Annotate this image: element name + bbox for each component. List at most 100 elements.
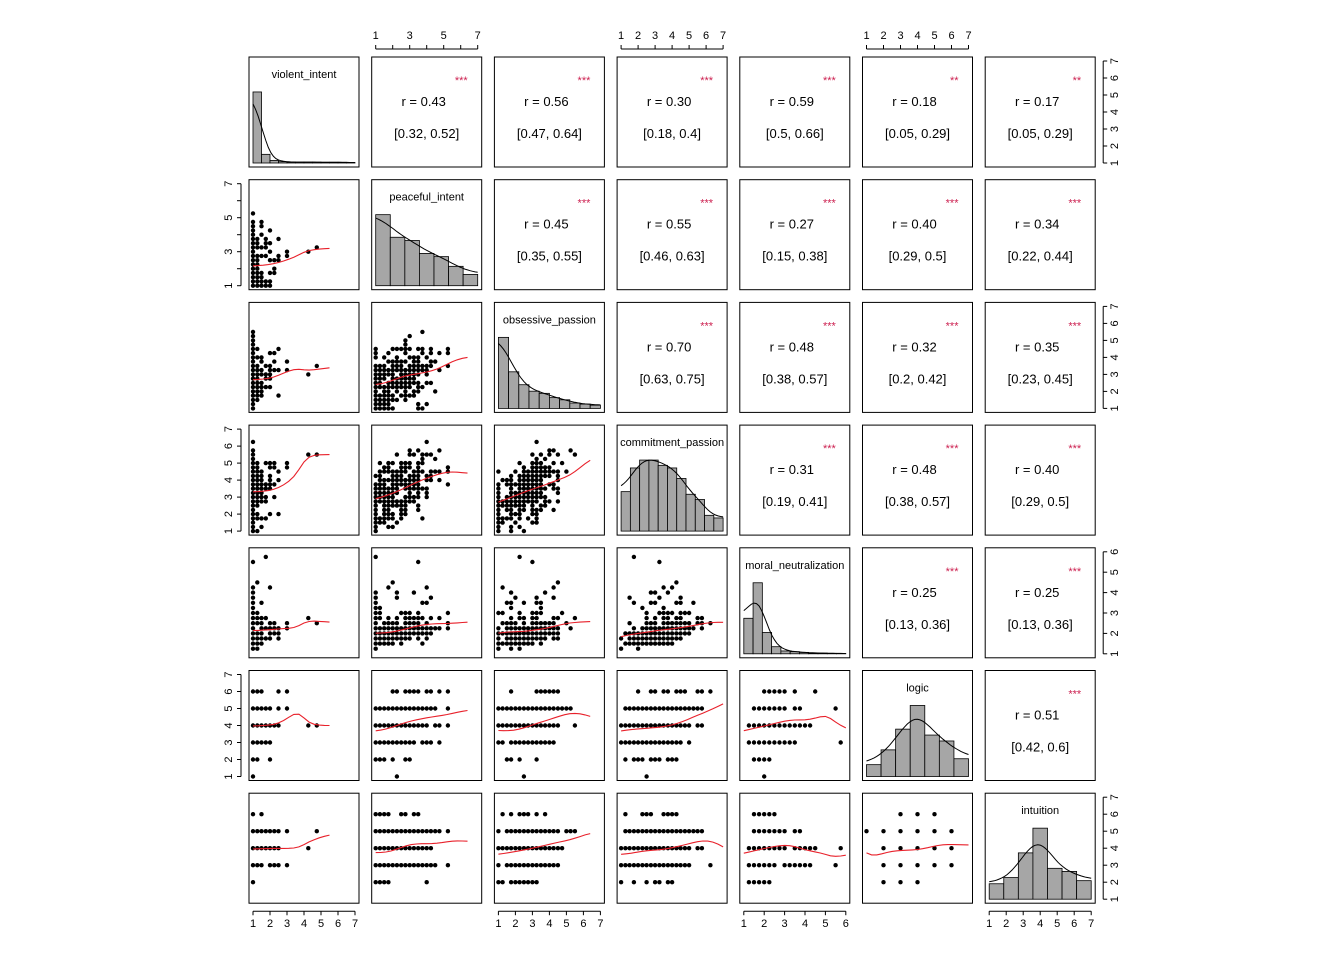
- scatter-point: [428, 346, 434, 352]
- scatter-point: [782, 829, 787, 834]
- tick-label: 1: [495, 918, 501, 930]
- scatter-point: [521, 469, 527, 474]
- scatter-point: [767, 757, 772, 762]
- scatter-point: [686, 723, 692, 728]
- scatter-point: [657, 863, 662, 868]
- scatter-point: [255, 367, 260, 373]
- correlation-coefficient: r = 0.17: [1015, 94, 1059, 109]
- scatter-point: [751, 757, 757, 762]
- scatter-point: [551, 482, 556, 487]
- scatter-point: [542, 621, 548, 626]
- scatter-point: [250, 241, 256, 246]
- scatter-point: [416, 494, 421, 500]
- histogram-bar: [569, 402, 581, 409]
- scatter-point: [255, 482, 260, 487]
- scatter-point: [407, 757, 412, 762]
- scatter-point: [508, 846, 514, 851]
- tick-label: 3: [223, 249, 235, 255]
- scatter-point: [399, 346, 404, 352]
- scatter-point: [445, 706, 451, 711]
- scatter-point: [250, 448, 256, 453]
- panel-peaceful_intent-logic: ***r = 0.40[0.29, 0.5]: [862, 179, 973, 291]
- scatter-point: [399, 706, 404, 711]
- scatter-point: [416, 380, 421, 386]
- scatter-point: [394, 363, 400, 369]
- tick-label: 1: [1109, 160, 1121, 166]
- scatter-point: [250, 590, 256, 595]
- scatter-point: [756, 863, 762, 868]
- scatter-point: [496, 641, 501, 646]
- scatter-point: [267, 258, 273, 263]
- scatter-point: [373, 880, 378, 885]
- scatter-point: [267, 740, 273, 745]
- smoother-line: [743, 715, 847, 732]
- correlation-coefficient: r = 0.59: [770, 94, 814, 109]
- tick-label: 5: [686, 30, 692, 42]
- histogram-bar: [404, 240, 420, 287]
- panel-frame: [248, 792, 360, 904]
- tick-label: 5: [1109, 92, 1121, 98]
- scatter-point: [377, 626, 383, 631]
- scatter-point: [686, 740, 692, 745]
- scatter-point: [500, 610, 505, 616]
- scatter-point: [555, 626, 561, 631]
- scatter-point: [382, 706, 387, 711]
- scatter-point: [699, 706, 705, 711]
- panel-frame: [493, 56, 605, 168]
- scatter-point: [411, 740, 417, 745]
- scatter-point: [508, 880, 514, 885]
- scatter-point: [534, 631, 539, 636]
- scatter-point: [394, 346, 400, 352]
- scatter-point: [678, 631, 683, 636]
- scatter-point: [407, 355, 412, 360]
- scatter-point: [428, 740, 434, 745]
- panel-frame: [862, 179, 973, 291]
- scatter-point: [445, 626, 451, 631]
- scatter-point: [399, 367, 404, 373]
- scatter-point: [437, 367, 442, 373]
- scatter-point: [504, 600, 510, 605]
- panel-obsessive_passion-peaceful_intent: [371, 301, 483, 413]
- scatter-point: [403, 636, 408, 641]
- histogram-bar: [1003, 877, 1019, 900]
- scatter-point: [542, 740, 548, 745]
- scatter-point: [708, 689, 713, 694]
- tick-label: 3: [1109, 610, 1121, 616]
- scatter-point: [420, 516, 425, 521]
- histogram-bar: [448, 265, 464, 287]
- significance-stars: ***: [700, 75, 714, 87]
- scatter-point: [657, 757, 662, 762]
- scatter-point: [551, 595, 556, 600]
- scatter-point: [517, 829, 522, 834]
- scatter-point: [547, 448, 552, 453]
- scatter-point: [555, 499, 561, 504]
- scatter-point: [382, 397, 387, 403]
- scatter-point: [555, 580, 561, 585]
- scatter-point: [373, 507, 378, 513]
- scatter-point: [382, 516, 387, 521]
- scatter-point: [508, 740, 514, 745]
- scatter-point: [623, 740, 628, 745]
- scatter-point: [772, 812, 777, 817]
- scatter-point: [530, 499, 535, 504]
- scatter-point: [767, 706, 772, 711]
- scatter-point: [255, 283, 260, 288]
- scatter-point: [382, 469, 387, 474]
- scatter-point: [508, 636, 514, 641]
- scatter-point: [542, 829, 548, 834]
- scatter-point: [787, 723, 792, 728]
- scatter-point: [547, 469, 552, 474]
- scatter-point: [407, 376, 412, 381]
- smoother-line: [866, 844, 969, 856]
- scatter-point: [555, 689, 561, 694]
- scatter-point: [682, 846, 688, 851]
- scatter-point: [267, 511, 273, 517]
- scatter-point: [538, 600, 544, 605]
- scatter-point: [538, 706, 544, 711]
- scatter-point: [772, 829, 777, 834]
- scatter-point: [521, 631, 527, 636]
- significance-stars: ***: [823, 75, 837, 87]
- panel-logic-commitment_passion: [616, 670, 728, 781]
- scatter-point: [500, 812, 505, 817]
- panel-intuition-peaceful_intent: [371, 792, 483, 904]
